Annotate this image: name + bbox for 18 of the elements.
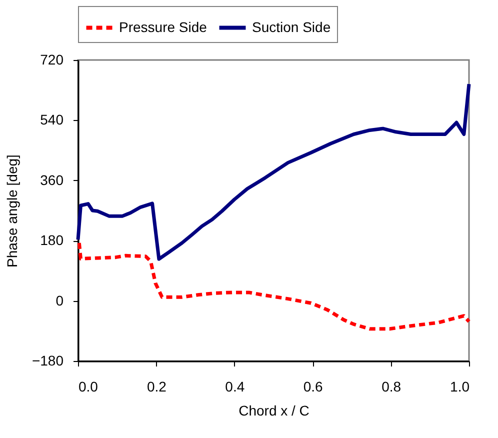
x-tick-label: 0.0 [78, 378, 98, 394]
y-axis-title: Phase angle [deg] [4, 154, 20, 268]
x-tick-label: 0.6 [303, 378, 324, 394]
line-series [77, 241, 471, 331]
x-tick-label: 1.0 [450, 378, 470, 394]
legend-label: Suction Side [252, 18, 331, 35]
line-series [76, 82, 471, 261]
y-tick-label: 540 [40, 112, 64, 128]
y-tick-label: 360 [40, 172, 64, 188]
y-tick-label: 180 [40, 232, 64, 248]
x-tick-label: 0.2 [146, 378, 167, 394]
x-tick-label: 0.4 [225, 378, 245, 394]
x-axis-title: Chord x / C [238, 402, 310, 418]
x-tick-label: 0.8 [382, 378, 402, 394]
y-tick-label: 0 [56, 292, 64, 308]
y-tick-label: −180 [32, 352, 64, 368]
legend-label: Pressure Side [119, 18, 208, 35]
y-tick-label: 720 [40, 52, 64, 68]
